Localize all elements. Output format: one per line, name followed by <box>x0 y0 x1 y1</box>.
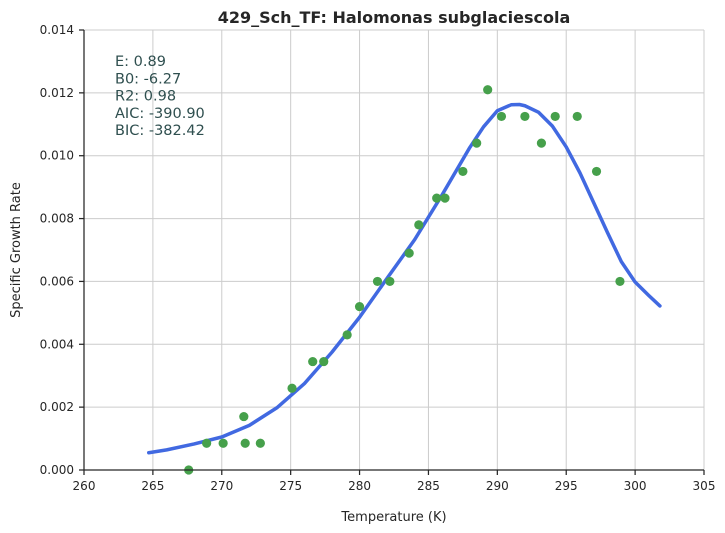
data-point <box>520 111 530 122</box>
x-tick-label: 265 <box>141 479 164 493</box>
y-tick-label: 0.014 <box>40 23 74 37</box>
data-point <box>536 138 547 148</box>
data-point <box>255 438 265 448</box>
x-tick-label: 275 <box>279 479 302 493</box>
x-tick-label: 285 <box>417 479 440 493</box>
data-point <box>308 356 318 367</box>
data-point <box>472 138 482 148</box>
axes-layer <box>83 30 704 471</box>
y-axis-label: Specific Growth Rate <box>9 182 24 318</box>
x-axis-label: Temperature (K) <box>340 510 446 525</box>
x-tick-label: 260 <box>73 479 96 493</box>
points-layer <box>184 85 625 475</box>
y-tick-label: 0.002 <box>40 400 74 414</box>
chart-title: 429_Sch_TF: Halomonas subglaciescola <box>218 8 571 27</box>
data-point <box>287 383 297 393</box>
data-point <box>202 438 212 448</box>
data-point <box>404 248 414 258</box>
x-tick-label: 290 <box>486 479 509 493</box>
y-tick-label: 0.010 <box>40 149 74 163</box>
data-point <box>572 111 582 122</box>
data-point <box>354 301 365 312</box>
data-point <box>483 85 493 95</box>
annotation-line: AIC: -390.90 <box>115 106 205 122</box>
fit-layer <box>147 102 662 455</box>
data-point <box>319 356 329 367</box>
annotation-line: BIC: -382.42 <box>115 123 205 139</box>
data-point <box>550 111 560 122</box>
data-point <box>440 193 450 203</box>
y-tick-label: 0.006 <box>40 274 74 288</box>
ticks-layer: 260 265 270 275 280 285 290 295 300 305 0.000 0.002… <box>40 23 716 493</box>
x-tick-label: 295 <box>555 479 578 493</box>
data-point <box>615 276 625 287</box>
x-tick-label: 300 <box>624 479 647 493</box>
data-point <box>240 438 250 448</box>
y-tick-label: 0.012 <box>40 86 74 100</box>
data-point <box>414 220 424 230</box>
annotation-line: R2: 0.98 <box>115 89 176 105</box>
data-point <box>496 111 507 122</box>
y-tick-label: 0.000 <box>40 463 74 477</box>
y-tick-label: 0.004 <box>40 337 74 351</box>
data-point <box>342 330 352 340</box>
annotation-line: B0: -6.27 <box>115 71 181 87</box>
data-point <box>218 438 228 448</box>
data-point <box>458 166 468 177</box>
data-point <box>239 411 249 422</box>
annotation-line: E: 0.89 <box>115 54 166 70</box>
data-point <box>591 166 602 177</box>
data-point <box>385 276 395 287</box>
fit-curve <box>147 102 662 455</box>
data-point <box>432 193 442 203</box>
data-point <box>372 276 383 287</box>
x-tick-label: 280 <box>348 479 371 493</box>
y-tick-label: 0.008 <box>40 212 74 226</box>
x-tick-label: 270 <box>210 479 233 493</box>
grid-layer <box>84 29 705 470</box>
x-tick-label: 305 <box>693 479 716 493</box>
